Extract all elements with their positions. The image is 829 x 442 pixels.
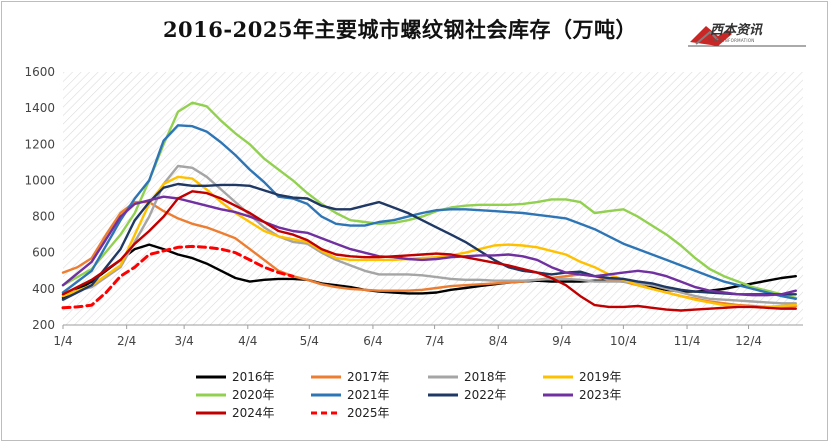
legend-label: 2018年 <box>464 370 507 384</box>
y-tick-label: 400 <box>32 282 55 296</box>
legend-label: 2016年 <box>232 370 275 384</box>
legend-label: 2019年 <box>579 370 622 384</box>
x-tick-label: 2/4 <box>117 334 136 348</box>
series-line-2023 <box>61 195 797 297</box>
series-lines <box>61 101 797 312</box>
y-tick-label: 1000 <box>24 173 55 187</box>
legend-label: 2021年 <box>347 388 390 402</box>
x-tick-label: 10/4 <box>610 334 637 348</box>
y-tick-label: 1200 <box>24 137 55 151</box>
x-axis: 1/4 2/4 3/4 4/4 5/4 6/4 7/4 8/4 9/4 10/4 11/4 12/4 <box>53 325 762 348</box>
y-tick-label: 1400 <box>24 101 55 115</box>
series-line-2025 <box>61 244 295 310</box>
legend-label: 2017年 <box>347 370 390 384</box>
series-line-2022 <box>61 182 797 301</box>
y-tick-label: 1600 <box>24 65 55 79</box>
brand-subtitle: XIBEN INFORMATION <box>708 38 755 43</box>
legend-label: 2024年 <box>232 406 275 420</box>
x-tick-label: 3/4 <box>174 334 193 348</box>
x-tick-label: 5/4 <box>300 334 319 348</box>
x-tick-label: 11/4 <box>674 334 701 348</box>
y-axis: 200 400 600 800 1000 1200 1400 1600 <box>24 65 803 332</box>
x-tick-label: 12/4 <box>735 334 762 348</box>
x-tick-label: 8/4 <box>489 334 508 348</box>
legend-label: 2023年 <box>579 388 622 402</box>
x-tick-label: 9/4 <box>552 334 571 348</box>
series-line-2019 <box>61 175 797 309</box>
legend-label: 2020年 <box>232 388 275 402</box>
series-line-2021 <box>61 124 797 300</box>
brand-logo-icon <box>688 26 806 47</box>
legend: 2016年 2017年 2018年 2019年 2020年 2021年 2022年 2023年… <box>196 370 622 420</box>
y-tick-label: 600 <box>32 246 55 260</box>
legend-label: 2025年 <box>347 406 390 420</box>
series-line-2018 <box>61 164 797 305</box>
x-tick-label: 4/4 <box>238 334 257 348</box>
plot-area <box>63 72 803 325</box>
y-tick-label: 800 <box>32 210 55 224</box>
chart-title: 2016-2025年主要城市螺纹钢社会库存（万吨） <box>162 17 638 42</box>
x-tick-label: 7/4 <box>425 334 444 348</box>
legend-label: 2022年 <box>464 388 507 402</box>
series-line-2024 <box>61 190 797 312</box>
brand-name: 西本资讯 <box>710 23 763 38</box>
x-tick-label: 1/4 <box>53 334 72 348</box>
x-tick-label: 6/4 <box>363 334 382 348</box>
y-tick-label: 200 <box>32 318 55 332</box>
